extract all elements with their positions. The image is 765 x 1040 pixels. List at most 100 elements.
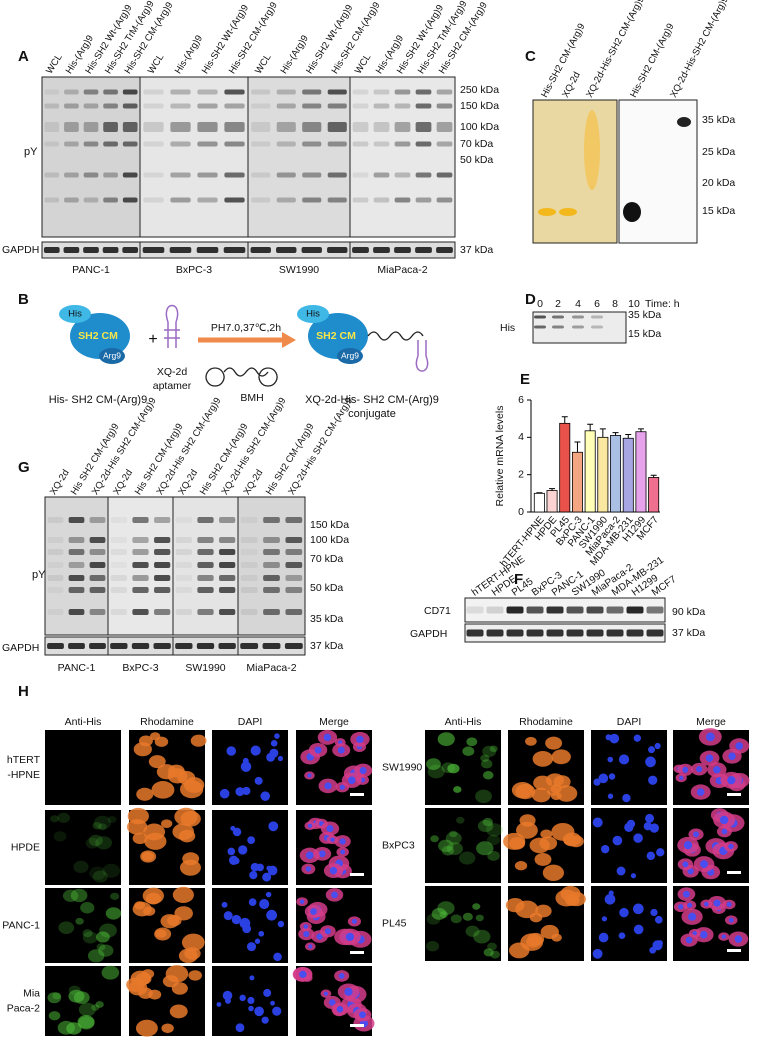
aptamer <box>164 304 180 348</box>
panel-label: A <box>18 48 29 65</box>
band <box>302 197 322 203</box>
marker: 150 kDa <box>310 519 349 531</box>
bar <box>610 435 622 513</box>
cell <box>453 786 462 793</box>
nucleus <box>359 767 367 774</box>
band <box>486 606 504 614</box>
marker: 25 kDa <box>702 146 735 158</box>
band <box>486 629 504 637</box>
band <box>47 517 64 523</box>
cell <box>127 819 148 835</box>
condition: PH7.0,37℃,2h <box>211 322 281 334</box>
band <box>132 609 149 615</box>
y-tick-label: 2 <box>518 468 524 480</box>
scale-bar <box>727 793 741 796</box>
nucleus <box>705 754 714 763</box>
time-unit: Time: h <box>645 298 680 310</box>
marker: 50 kDa <box>310 582 343 594</box>
band <box>103 122 118 132</box>
cell <box>462 746 475 756</box>
error-bar <box>561 416 568 424</box>
nucleus <box>592 817 603 828</box>
band <box>436 89 453 95</box>
marker: 100 kDa <box>310 534 349 546</box>
band <box>197 609 214 615</box>
band <box>415 197 432 203</box>
nucleus <box>250 862 260 872</box>
band <box>586 606 604 614</box>
scale-bar <box>350 873 364 876</box>
cell <box>486 823 503 837</box>
column-header: Merge <box>696 716 726 728</box>
band <box>44 89 60 95</box>
micrograph <box>45 810 121 885</box>
time-label: 0 <box>537 298 543 310</box>
nucleus <box>696 766 703 773</box>
band <box>327 247 348 253</box>
band <box>89 537 106 543</box>
band <box>110 537 127 543</box>
nucleus <box>347 776 356 785</box>
nucleus <box>307 773 312 778</box>
marker: 70 kDa <box>460 138 493 150</box>
time-label: 10 <box>628 298 640 310</box>
cell <box>98 823 107 831</box>
tag-label: Arg9 <box>341 350 359 360</box>
column-header: DAPI <box>238 716 263 728</box>
band <box>219 549 236 555</box>
cell <box>431 907 447 920</box>
column-header: Merge <box>319 716 349 728</box>
nucleus <box>329 866 338 875</box>
band <box>327 103 347 109</box>
cell <box>134 901 146 910</box>
cell <box>476 841 494 856</box>
band <box>394 141 411 147</box>
nucleus <box>699 930 708 939</box>
row-label: Paca-2 <box>7 1002 40 1014</box>
band <box>122 197 138 203</box>
cell <box>148 755 166 769</box>
cell <box>465 925 480 937</box>
aptamer <box>415 340 429 372</box>
nucleus <box>324 928 331 935</box>
bmh <box>205 367 278 387</box>
band <box>219 517 236 523</box>
band <box>534 325 546 329</box>
band <box>251 197 271 203</box>
nucleus <box>649 823 659 833</box>
cell <box>516 821 538 839</box>
band <box>131 643 150 649</box>
row-label: PL45 <box>382 917 407 929</box>
cell <box>514 860 528 871</box>
band <box>285 517 303 523</box>
band <box>224 89 245 95</box>
error-bar <box>599 428 606 438</box>
nucleus <box>645 813 655 823</box>
cell <box>472 903 481 910</box>
band <box>47 587 64 593</box>
cell <box>62 889 79 902</box>
nucleus <box>263 988 272 997</box>
nucleus <box>267 865 278 876</box>
row-label: His <box>500 322 515 334</box>
band <box>276 103 296 109</box>
nucleus <box>324 782 332 790</box>
nucleus <box>254 938 261 944</box>
panel-label: F <box>514 571 523 588</box>
time-label: 4 <box>575 298 581 310</box>
row-label: BxPC3 <box>382 839 415 851</box>
band <box>263 587 280 593</box>
band <box>677 117 691 127</box>
cell <box>508 837 526 850</box>
cell <box>105 907 122 920</box>
nucleus <box>340 849 346 855</box>
nucleus <box>239 994 246 1002</box>
cell <box>169 1004 188 1019</box>
band <box>103 89 118 95</box>
scale-bar <box>350 793 364 796</box>
nucleus <box>226 746 237 756</box>
nucleus <box>336 1005 344 1013</box>
cell <box>101 965 120 980</box>
marker: 15 kDa <box>628 328 661 340</box>
plus: + <box>148 331 157 348</box>
